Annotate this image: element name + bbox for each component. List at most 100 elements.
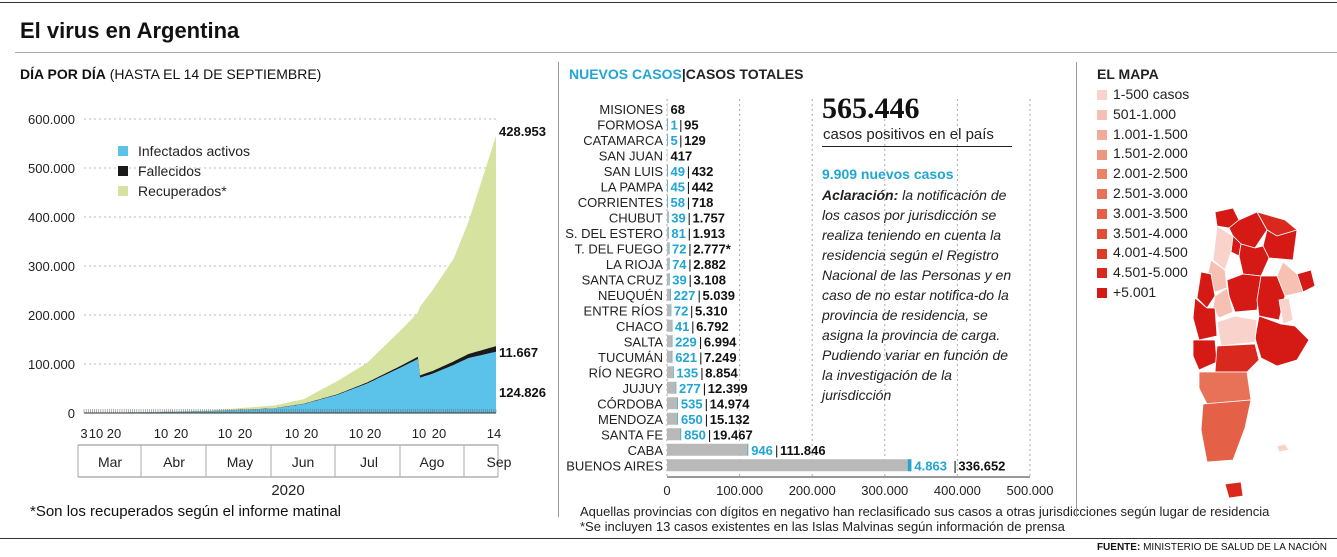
province-label: SANTA FE bbox=[601, 427, 663, 442]
map-legend-label: 4.001-4.500 bbox=[1113, 244, 1188, 261]
x-day-label: 10 bbox=[285, 426, 299, 441]
total-cases-label: 95 bbox=[684, 117, 698, 132]
legend-label: Infectados activos bbox=[138, 143, 250, 159]
map-legend-item: +5.001 bbox=[1097, 284, 1156, 300]
total-cases-label: 2.882 bbox=[693, 257, 726, 272]
rionegro-region bbox=[1214, 343, 1260, 373]
catamarca-region bbox=[1212, 225, 1234, 271]
new-cases-bar bbox=[667, 195, 668, 208]
month-label: Ago bbox=[420, 454, 445, 470]
value-separator: | bbox=[708, 427, 711, 442]
daily-area-chart: 0 100.000 200.000 300.000 400.000 500.000 600.… bbox=[28, 112, 546, 499]
map-legend-swatch bbox=[1097, 209, 1107, 220]
province-label: ENTRE RÍOS bbox=[584, 303, 664, 318]
chubut-region bbox=[1198, 371, 1252, 405]
map-legend-item: 501-1.000 bbox=[1097, 106, 1176, 122]
entrerios-region bbox=[1278, 297, 1294, 325]
source-name: MINISTERIO DE SALUD DE LA NACIÓN bbox=[1143, 542, 1327, 553]
total-cases-label: 2.777* bbox=[693, 241, 732, 256]
legend-label: Fallecidos bbox=[138, 163, 201, 179]
y-tick-label: 200.000 bbox=[28, 308, 75, 323]
new-cases-bar bbox=[667, 118, 668, 131]
map-legend-item: 1-500 casos bbox=[1097, 86, 1189, 102]
new-cases-bar bbox=[670, 304, 672, 317]
corrientes-region bbox=[1276, 261, 1304, 297]
total-bar bbox=[667, 366, 674, 379]
total-cases-label: 68 bbox=[671, 102, 685, 117]
total-bar bbox=[667, 443, 749, 456]
total-bar bbox=[667, 118, 668, 131]
total-bar bbox=[667, 335, 673, 348]
summary-rule bbox=[822, 146, 1012, 147]
map-legend-label: 4.501-5.000 bbox=[1113, 264, 1188, 281]
month-label: Sep bbox=[487, 454, 512, 470]
x-day-label: 14 bbox=[487, 426, 501, 441]
map-legend-item: 4.501-5.000 bbox=[1097, 264, 1188, 280]
total-cases-label: 718 bbox=[692, 195, 714, 210]
map-legend-label: 3.001-3.500 bbox=[1113, 204, 1188, 221]
total-cases-label: 432 bbox=[692, 164, 714, 179]
value-separator: | bbox=[699, 350, 702, 365]
map-legend-label: 501-1.000 bbox=[1113, 105, 1177, 122]
value-separator: | bbox=[687, 179, 690, 194]
map-legend-label: 3.501-4.000 bbox=[1113, 224, 1188, 241]
new-cases-label: 850 bbox=[684, 427, 706, 442]
value-separator: | bbox=[703, 381, 706, 396]
divider-left bbox=[558, 62, 559, 517]
value-separator: | bbox=[687, 210, 690, 225]
total-cases-label: 442 bbox=[692, 179, 714, 194]
map-legend-item: 1.001-1.500 bbox=[1097, 126, 1188, 142]
total-cases-label: 5.039 bbox=[702, 288, 735, 303]
header-nuevos-casos: NUEVOS CASOS bbox=[569, 66, 682, 82]
new-cases-label: 229 bbox=[675, 334, 697, 349]
value-separator: | bbox=[699, 334, 702, 349]
province-label: SAN LUIS bbox=[604, 164, 664, 179]
province-label: S. DEL ESTERO bbox=[565, 226, 663, 241]
total-bar bbox=[667, 428, 682, 441]
argentina-map bbox=[1192, 207, 1316, 499]
map-legend-swatch bbox=[1097, 189, 1107, 200]
map-legend-label: 1.501-2.000 bbox=[1113, 145, 1188, 162]
x-day-label: 20 bbox=[107, 426, 121, 441]
province-label: LA RIOJA bbox=[606, 257, 663, 272]
x-day-label: 20 bbox=[432, 426, 446, 441]
new-cases-label: 4.863 bbox=[914, 458, 947, 473]
new-cases-label: 49 bbox=[671, 164, 685, 179]
province-label: CABA bbox=[628, 443, 664, 458]
new-cases-bar bbox=[669, 273, 670, 286]
new-cases-label: 45 bbox=[671, 179, 685, 194]
map-legend-swatch bbox=[1097, 129, 1107, 140]
value-separator: | bbox=[687, 164, 690, 179]
new-cases-label: 58 bbox=[671, 195, 685, 210]
new-cases-label: 81 bbox=[671, 226, 685, 241]
new-cases-bar bbox=[669, 257, 670, 270]
total-cases-label: 129 bbox=[684, 133, 706, 148]
cordoba-region bbox=[1226, 273, 1262, 313]
activos-area bbox=[84, 351, 496, 413]
divider-right bbox=[1076, 62, 1077, 517]
new-cases-bar bbox=[747, 443, 749, 456]
new-cases-label: 621 bbox=[675, 350, 697, 365]
new-cases-bar bbox=[671, 350, 673, 363]
value-separator: | bbox=[953, 458, 956, 473]
value-separator: | bbox=[679, 133, 682, 148]
page-title: El virus en Argentina bbox=[20, 18, 240, 43]
aclaracion-text: la notificación de los casos por jurisdi… bbox=[822, 187, 1012, 403]
province-label: CATAMARCA bbox=[583, 133, 663, 148]
value-separator: | bbox=[705, 412, 708, 427]
value-separator: | bbox=[775, 443, 778, 458]
month-label: Jun bbox=[292, 454, 315, 470]
month-label: Mar bbox=[98, 454, 122, 470]
y-tick-label: 0 bbox=[68, 406, 75, 421]
total-cases-label: 1.757 bbox=[692, 210, 725, 225]
new-cases-bar bbox=[675, 381, 677, 394]
new-cases-bar bbox=[668, 211, 669, 224]
source-label: FUENTE: bbox=[1096, 542, 1141, 553]
legend-swatch bbox=[118, 186, 128, 196]
new-cases-label: 39 bbox=[671, 210, 685, 225]
total-bar bbox=[667, 242, 670, 255]
province-label: MENDOZA bbox=[598, 412, 663, 427]
province-label: JUJUY bbox=[623, 381, 664, 396]
map-legend-swatch bbox=[1097, 90, 1107, 101]
new-cases-label: 946 bbox=[751, 443, 773, 458]
